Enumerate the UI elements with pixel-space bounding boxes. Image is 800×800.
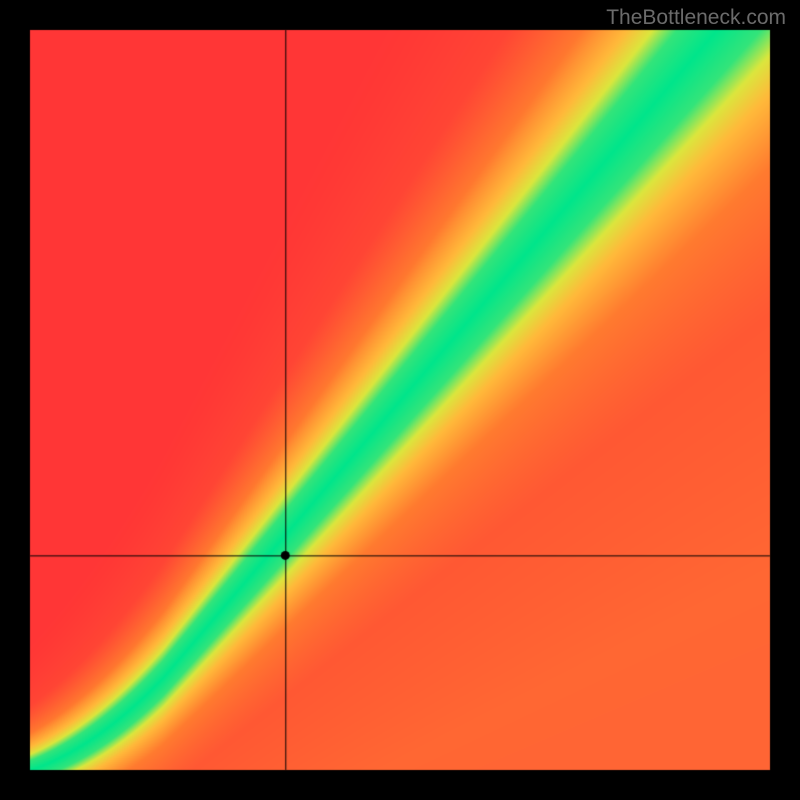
watermark-text: TheBottleneck.com — [606, 6, 786, 30]
bottleneck-heatmap — [0, 0, 800, 800]
